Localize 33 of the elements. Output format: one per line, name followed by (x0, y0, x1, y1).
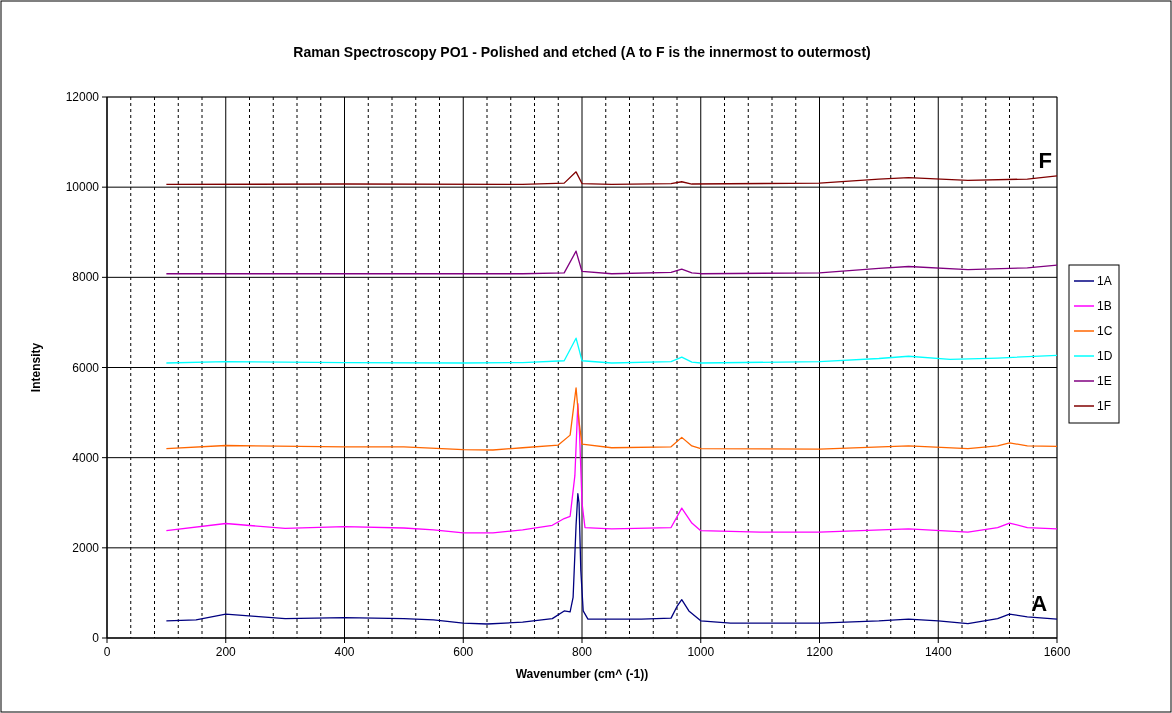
annotation: A (1031, 591, 1048, 617)
x-tick-label: 200 (215, 645, 237, 659)
legend-label: 1F (1097, 399, 1112, 413)
x-tick-label: 0 (103, 645, 111, 659)
x-tick-label: 400 (334, 645, 355, 659)
x-tick-label: 600 (453, 645, 474, 659)
x-tick-label: 1200 (806, 645, 834, 659)
line-series (165, 493, 1058, 625)
y-tick-label: 10000 (65, 180, 100, 195)
annotation: F (1038, 147, 1052, 173)
y-tick-label: 2000 (72, 540, 100, 555)
chart-title: Raman Spectroscopy PO1 - Polished and etched (A to F is the innermost to outermost) (293, 44, 871, 60)
x-tick-label: 1600 (1043, 645, 1071, 659)
legend-label: 1D (1097, 349, 1113, 363)
y-tick-label: 12000 (65, 90, 100, 104)
legend-label: 1E (1097, 374, 1112, 388)
legend-label: 1C (1097, 324, 1113, 338)
legend-label: 1B (1097, 299, 1112, 313)
line-series (165, 337, 1058, 364)
line-series (165, 250, 1058, 275)
line-series (165, 387, 1058, 451)
y-axis-title: Intensity (29, 342, 43, 393)
y-tick-label: 4000 (72, 450, 100, 465)
line-series (165, 171, 1058, 186)
x-axis-title: Wavenumber (cm^ (-1)) (515, 667, 649, 681)
line-series (165, 402, 1058, 534)
legend-label: 1A (1097, 274, 1112, 288)
x-tick-label: 1000 (687, 645, 715, 659)
y-tick-label: 8000 (72, 270, 100, 285)
y-tick-label: 6000 (72, 360, 100, 375)
x-tick-label: 800 (571, 645, 593, 659)
y-tick-label: 0 (92, 631, 100, 645)
x-tick-label: 1400 (924, 645, 952, 659)
